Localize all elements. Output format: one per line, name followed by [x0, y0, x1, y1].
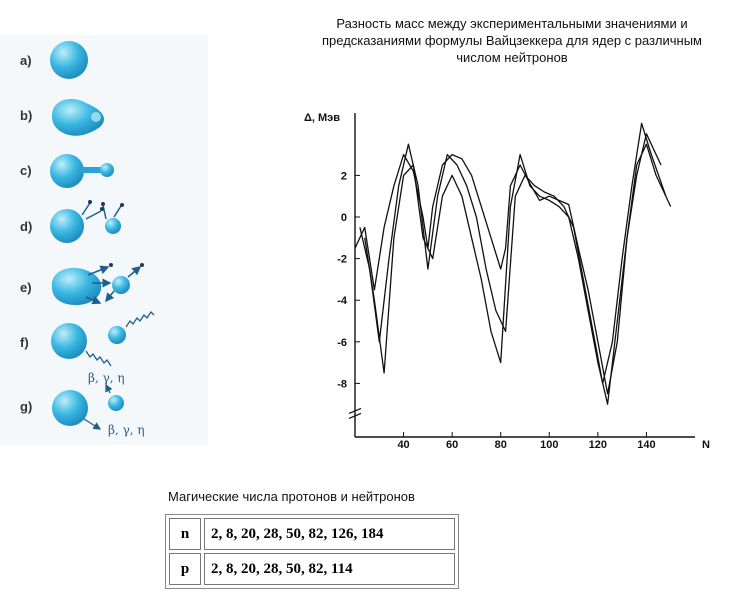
series-line-3	[364, 133, 662, 405]
x-tick-label: 60	[446, 439, 458, 451]
stage-label-e: e)	[20, 280, 32, 295]
stage-label-b: b)	[20, 108, 33, 123]
x-tick-label: 140	[637, 439, 655, 451]
x-tick-label: 100	[540, 439, 558, 451]
table-caption: Магические числа протонов и нейтронов	[168, 489, 415, 504]
row-kind-protons: p	[169, 553, 201, 585]
nucleus-neck-fragment	[100, 163, 114, 177]
final-nucleus-small	[108, 395, 124, 411]
stage-label-d: d)	[20, 219, 33, 234]
mass-difference-chart: 40 60 80 100 120 140 2 0 -2 -4 -6 -8 Δ, Мэв N	[304, 112, 710, 451]
table-row: p 2, 8, 20, 28, 50, 82, 114	[169, 553, 455, 585]
nucleus-neck-main	[50, 154, 84, 188]
nucleus-split-main	[50, 209, 84, 243]
fission-drawing	[50, 41, 155, 430]
x-tick-label: 120	[589, 439, 607, 451]
y-tick-label: -4	[337, 295, 348, 307]
x-tick-label: 80	[495, 439, 507, 451]
chart-ticks: 40 60 80 100 120 140 2 0 -2 -4 -6 -8	[337, 170, 655, 451]
fission-stages-panel: a) b) c) d) e) f) g)	[0, 35, 208, 445]
nucleus-deformed	[52, 99, 104, 136]
x-tick-label: 40	[397, 439, 409, 451]
fragment-small	[112, 276, 130, 294]
row-values-neutrons: 2, 8, 20, 28, 50, 82, 126, 184	[204, 518, 455, 550]
final-nucleus-large	[52, 390, 88, 426]
y-tick-label: 0	[341, 212, 347, 224]
y-tick-label: -8	[337, 378, 347, 390]
stage-label-g: g)	[20, 399, 33, 414]
series-line-2	[359, 122, 667, 385]
chart-title-line-3: числом нейтронов	[456, 50, 568, 65]
chart-title-line-1: Разность масс между экспериментальными з…	[336, 16, 688, 31]
x-axis-label: N	[702, 439, 710, 451]
radiation-label-g: β, γ, η	[108, 423, 145, 437]
chart-title: Разность масс между экспериментальными з…	[282, 15, 740, 66]
nucleus-split-fragment	[105, 218, 121, 234]
magic-numbers-table: n 2, 8, 20, 28, 50, 82, 126, 184 p 2, 8,…	[165, 514, 459, 589]
y-tick-label: -6	[337, 337, 347, 349]
stage-label-a: a)	[20, 53, 32, 68]
axis-break-mark	[348, 407, 362, 420]
stage-label-f: f)	[20, 335, 29, 350]
table-row: n 2, 8, 20, 28, 50, 82, 126, 184	[169, 518, 455, 550]
row-values-protons: 2, 8, 20, 28, 50, 82, 114	[204, 553, 455, 585]
product-nucleus-large	[51, 323, 87, 359]
product-nucleus-small	[108, 326, 126, 344]
y-axis-label: Δ, Мэв	[304, 112, 340, 124]
radiation-label-f: β, γ, η	[88, 371, 125, 385]
y-tick-label: 2	[341, 170, 347, 182]
chart-title-line-2: предсказаниями формулы Вайцзеккера для я…	[321, 33, 702, 48]
chart-series	[354, 122, 672, 405]
y-tick-label: -2	[337, 254, 347, 266]
stage-label-c: c)	[20, 163, 32, 178]
fragment-large	[51, 267, 102, 305]
nucleus-sphere	[50, 41, 88, 79]
row-kind-neutrons: n	[169, 518, 201, 550]
